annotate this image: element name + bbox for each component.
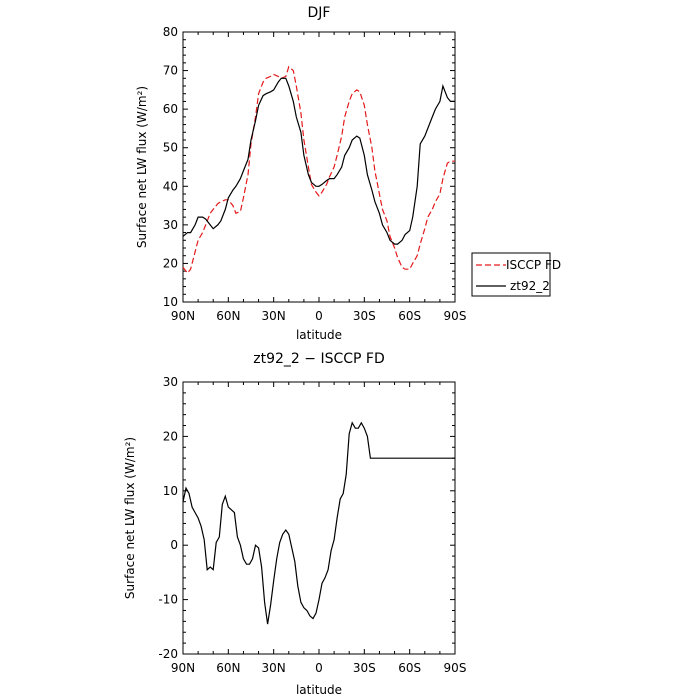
series-line-isccp-fd	[182, 65, 455, 275]
y-tick-label: 30	[163, 218, 178, 232]
series-line-difference	[182, 421, 455, 625]
y-tick-label: 0	[170, 538, 178, 552]
series-group	[182, 421, 455, 625]
y-tick-label: 70	[163, 64, 178, 78]
y-tick-label: 50	[163, 141, 178, 155]
x-tick-label: 0	[315, 309, 323, 323]
y-axis-label: Surface net LW flux (W/m²)	[135, 86, 149, 248]
series-line-zt92-2	[182, 77, 455, 245]
x-tick-label: 60N	[216, 661, 240, 675]
top-panel: DJF 10 20 30 40 50 60 70 80 90N 60N 30N 0 30S 60S 90S…	[135, 5, 561, 342]
plot-frame	[182, 31, 456, 303]
x-tick-label: 90N	[171, 661, 195, 675]
x-tick-label: 60N	[216, 309, 240, 323]
y-tick-label: 10	[163, 484, 178, 498]
y-tick-label: 40	[163, 179, 178, 193]
x-tick-label: 90S	[444, 309, 467, 323]
legend-label-zt92: zt92_2	[510, 279, 550, 293]
y-axis-label: Surface net LW flux (W/m²)	[123, 437, 137, 599]
y-axis-ticks: 10 20 30 40 50 60 70 80	[163, 25, 455, 309]
x-axis-label: latitude	[296, 683, 342, 697]
x-tick-label: 30N	[262, 309, 286, 323]
chart-title: zt92_2 − ISCCP FD	[253, 351, 384, 367]
y-axis-ticks: -20 -10 0 10 20 30	[158, 375, 455, 661]
y-tick-label: 60	[163, 102, 178, 116]
y-tick-label: -10	[158, 593, 178, 607]
y-tick-label: -20	[158, 647, 178, 661]
y-tick-label: 10	[163, 295, 178, 309]
bottom-panel: zt92_2 − ISCCP FD -20 -10 0 10 20 30 90N 60N 30…	[123, 351, 466, 697]
legend: ISCCP FD zt92_2	[471, 252, 561, 297]
x-tick-label: 90N	[171, 309, 195, 323]
y-tick-label: 30	[163, 375, 178, 389]
x-tick-label: 90S	[444, 661, 467, 675]
legend-box	[471, 252, 551, 297]
x-axis-label: latitude	[296, 328, 342, 342]
legend-label-isccp: ISCCP FD	[506, 258, 561, 272]
x-tick-label: 30N	[262, 661, 286, 675]
chart-title: DJF	[308, 5, 331, 21]
x-tick-label: 0	[315, 661, 323, 675]
x-axis-ticks: 90N 60N 30N 0 30S 60S 90S	[171, 382, 467, 675]
plot-frame	[182, 381, 456, 655]
x-tick-label: 60S	[398, 661, 421, 675]
x-tick-label: 60S	[398, 309, 421, 323]
y-tick-label: 80	[163, 25, 178, 39]
x-tick-label: 30S	[353, 309, 376, 323]
x-tick-label: 30S	[353, 661, 376, 675]
y-tick-label: 20	[163, 256, 178, 270]
series-group	[182, 65, 455, 275]
y-tick-label: 20	[163, 429, 178, 443]
x-axis-ticks: 90N 60N 30N 0 30S 60S 90S	[171, 32, 467, 323]
